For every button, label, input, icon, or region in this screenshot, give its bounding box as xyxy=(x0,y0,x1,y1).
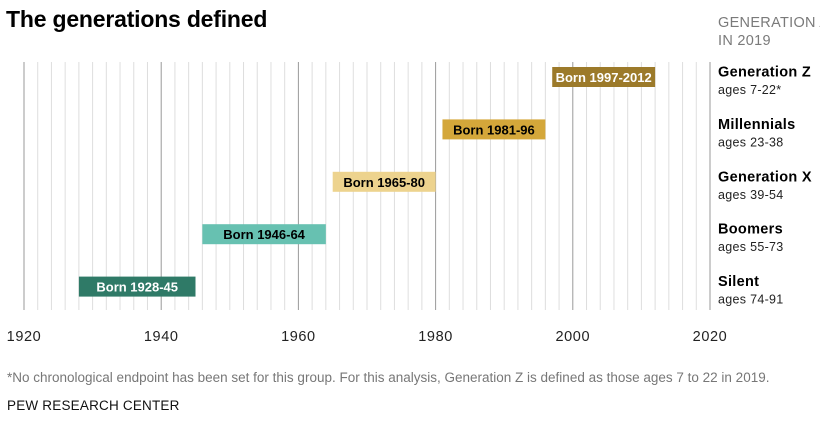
bar-label: Born 1981-96 xyxy=(453,122,535,137)
generation-ages: ages 23-38 xyxy=(718,135,784,149)
generation-name: Generation X xyxy=(718,169,812,185)
generation-bar xyxy=(442,119,546,140)
generation-age-header-line1: GENERATION AGE xyxy=(718,15,820,31)
generation-ages: ages 7-22* xyxy=(718,83,781,97)
chart-title: The generations defined xyxy=(6,6,268,32)
generation-name: Silent xyxy=(718,274,759,290)
bar-label: Born 1997-2012 xyxy=(556,70,652,85)
generation-ages: ages 39-54 xyxy=(718,188,784,202)
chart-bars: Born 1997-2012 Born 1981-96 Born 1965-80 Bo… xyxy=(78,67,656,297)
generation-age-header-line2: IN 2019 xyxy=(718,33,771,49)
generation-ages: ages 74-91 xyxy=(718,293,784,307)
x-tick-label: 1960 xyxy=(281,329,316,345)
generation-name: Boomers xyxy=(718,222,783,238)
x-tick-label: 1980 xyxy=(418,329,453,345)
bar-label: Born 1928-45 xyxy=(96,280,178,295)
footnote: *No chronological endpoint has been set … xyxy=(7,370,770,385)
generation-bar xyxy=(332,171,436,192)
bar-label: Born 1946-64 xyxy=(223,227,305,242)
generation-bar xyxy=(552,67,656,87)
x-tick-label: 1920 xyxy=(7,329,42,345)
generation-age-header: GENERATION AGE IN 2019 xyxy=(718,14,820,50)
generations-chart: Born 1997-2012 Born 1981-96 Born 1965-80 Bo… xyxy=(7,62,812,345)
generation-bar xyxy=(78,276,196,297)
x-axis-ticks: 1920 1940 1960 1980 2000 2020 xyxy=(7,329,728,345)
generation-name: Generation Z xyxy=(718,65,811,81)
generation-labels: Generation Z ages 7-22* Millennials ages 23… xyxy=(718,65,812,307)
generation-ages: ages 55-73 xyxy=(718,240,784,254)
generation-bar xyxy=(202,224,326,245)
bar-label: Born 1965-80 xyxy=(343,175,425,190)
x-tick-label: 1940 xyxy=(144,329,179,345)
x-tick-label: 2000 xyxy=(555,329,590,345)
chart-grid xyxy=(23,62,711,310)
source-credit: PEW RESEARCH CENTER xyxy=(7,398,180,413)
x-tick-label: 2020 xyxy=(693,329,728,345)
generation-name: Millennials xyxy=(718,117,795,133)
